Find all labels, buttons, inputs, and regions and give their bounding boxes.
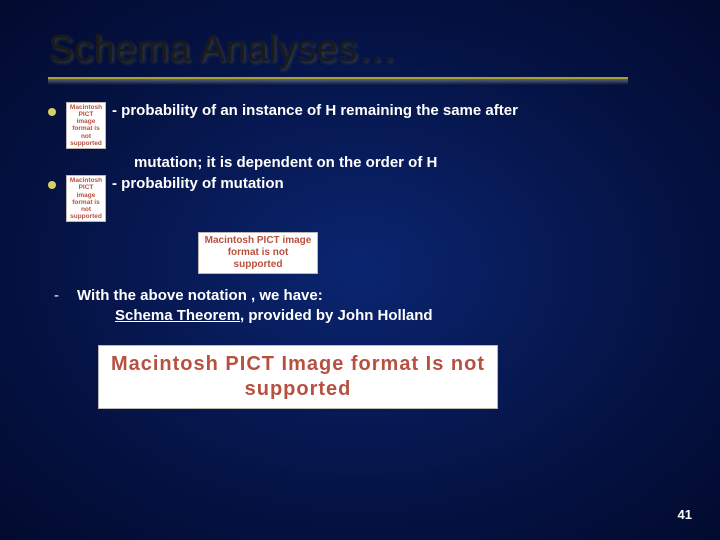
dash-item: - With the above notation , we have: Sch… xyxy=(48,286,672,327)
bullet-dot-icon xyxy=(48,181,56,189)
pict-placeholder-icon: Macintosh PICT image format is not suppo… xyxy=(66,102,106,149)
bullet-1: Macintosh PICT image format is not suppo… xyxy=(48,101,672,149)
bullet-2-text: - probability of mutation xyxy=(112,174,284,194)
mid-pict-block: Macintosh PICT image format is not suppo… xyxy=(48,232,672,274)
pict-placeholder-icon: Macintosh PICT image format is not suppo… xyxy=(198,232,318,274)
page-number: 41 xyxy=(678,507,692,522)
content-area: Macintosh PICT image format is not suppo… xyxy=(48,87,672,409)
bullet-1-continuation: mutation; it is dependent on the order o… xyxy=(48,153,672,173)
dash-line-2-tail: , provided by John Holland xyxy=(240,307,433,324)
dash-line-1: With the above notation , we have: xyxy=(77,286,433,306)
bottom-pict-block: Macintosh PICT Image format Is not suppo… xyxy=(48,345,672,409)
dash-icon: - xyxy=(54,287,59,304)
title-underline xyxy=(48,77,628,81)
schema-theorem-label: Schema Theorem xyxy=(115,307,240,324)
bullet-1-text: - probability of an instance of H remain… xyxy=(112,101,518,121)
slide-title: Schema Analyses… xyxy=(48,28,672,71)
pict-placeholder-icon: Macintosh PICT image format is not suppo… xyxy=(66,175,106,222)
dash-line-2: Schema Theorem, provided by John Holland xyxy=(77,306,433,326)
slide: Schema Analyses… Macintosh PICT image fo… xyxy=(0,0,720,540)
bullet-dot-icon xyxy=(48,108,56,116)
bullet-2: Macintosh PICT image format is not suppo… xyxy=(48,174,672,222)
pict-placeholder-icon: Macintosh PICT Image format Is not suppo… xyxy=(98,345,498,409)
